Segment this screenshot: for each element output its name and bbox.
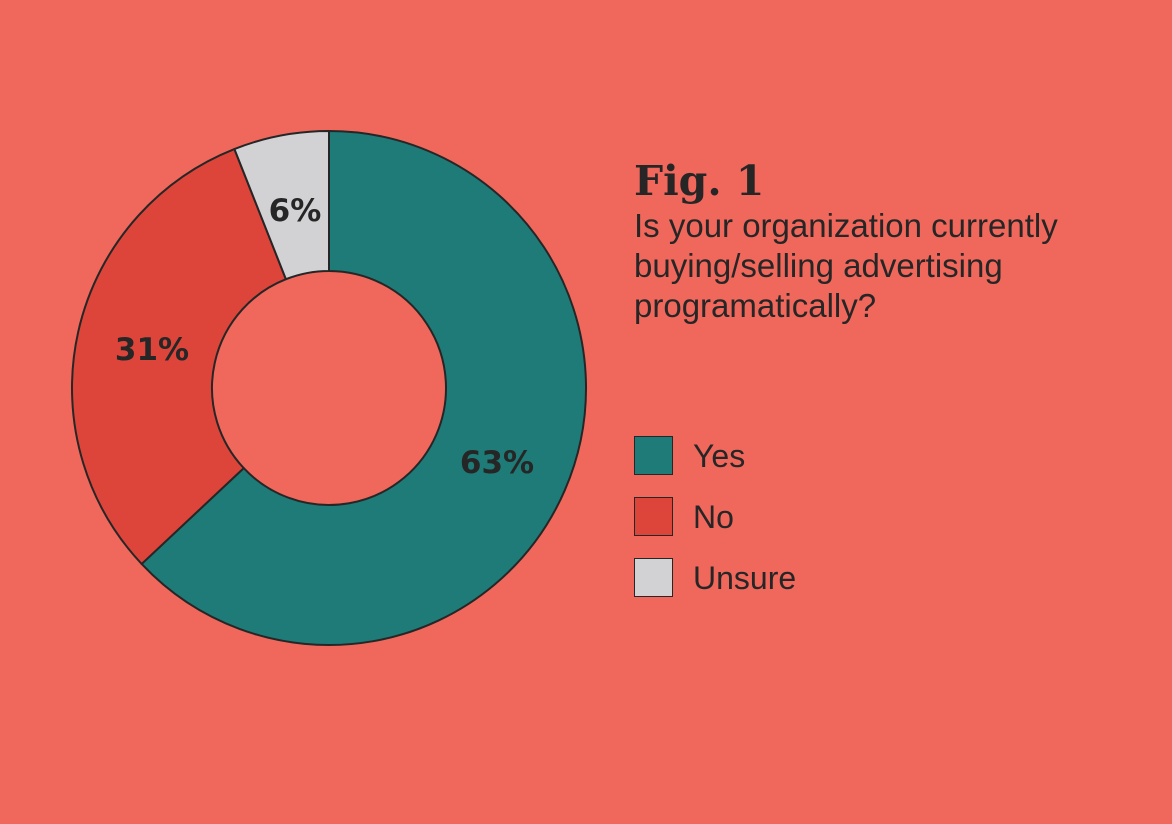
donut-slice-yes: [140, 130, 587, 646]
donut-slice-no: [71, 148, 287, 565]
donut-slice-labels: 63% 31% 6%: [115, 193, 534, 481]
legend-label-unsure: Unsure: [693, 560, 797, 596]
legend-label-yes: Yes: [693, 438, 746, 474]
figure-label: Fig. 1: [634, 157, 765, 205]
slice-label-unsure: 6%: [269, 193, 322, 229]
chart-question: Is your organization currently buying/se…: [634, 207, 1058, 324]
legend-swatch-no: [634, 497, 673, 536]
legend-item-yes: Yes: [634, 436, 934, 478]
donut-slices: [71, 130, 587, 646]
legend-label-no: No: [693, 499, 734, 535]
slice-label-yes: 63%: [460, 445, 534, 481]
slice-label-no: 31%: [115, 332, 189, 368]
legend-swatch-unsure: [634, 558, 673, 597]
legend-swatch-yes: [634, 436, 673, 475]
legend-item-unsure: Unsure: [634, 558, 934, 600]
donut-slice-unsure: [233, 130, 330, 281]
legend-item-no: No: [634, 497, 934, 539]
donut-chart: 63% 31% 6%: [71, 130, 587, 646]
